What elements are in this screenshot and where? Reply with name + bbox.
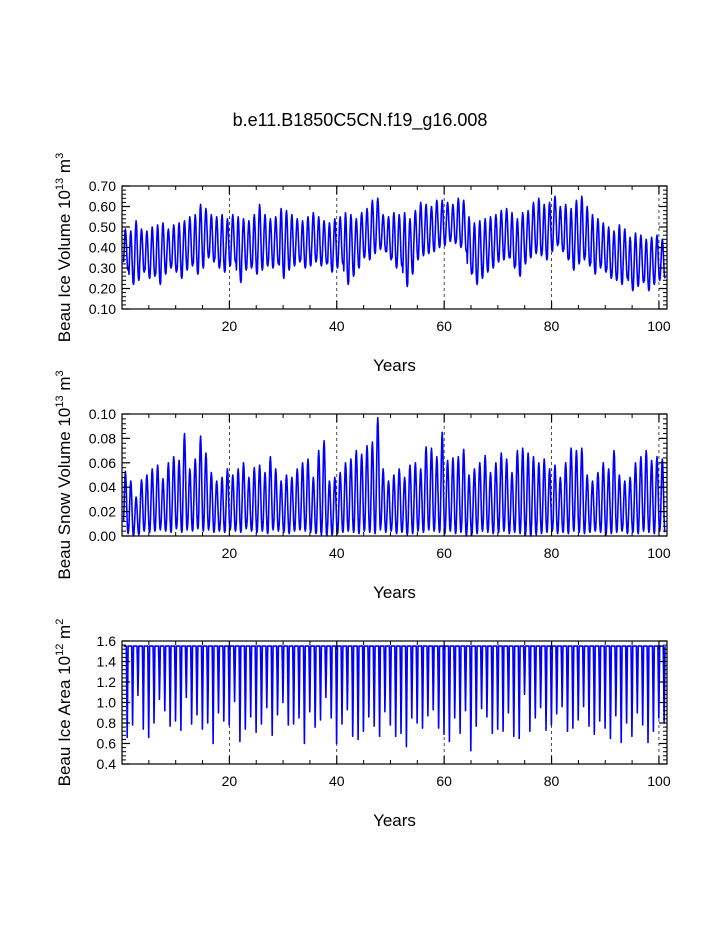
- ice-volume-y-axis-label: Beau Ice Volume 1013 m3: [54, 153, 74, 342]
- snow-volume-axis-ticks: [122, 413, 667, 537]
- x-tick-label: 100: [647, 545, 671, 561]
- panel-ice-area: 20 40 60 80 100 0.40.60.81.01.21.41.6 Years …: [54, 619, 671, 830]
- vertical-grid-lines: [229, 414, 660, 536]
- snow-volume-plot-frame: [121, 413, 668, 537]
- ice-area-y-axis-label: Beau Ice Area 1012 m2: [54, 619, 74, 787]
- y-tick-label: 0.4: [97, 756, 117, 772]
- ice-area-x-axis-label: Years: [373, 811, 416, 830]
- x-tick-label: 100: [647, 773, 671, 789]
- y-tick-label: 1.0: [97, 695, 117, 711]
- x-tick-label: 20: [222, 318, 238, 334]
- x-tick-label: 40: [329, 318, 345, 334]
- y-tick-label: 0.00: [89, 528, 116, 544]
- x-tick-label: 80: [544, 773, 560, 789]
- snow-volume-y-axis-label: Beau Snow Volume 1013 m3: [54, 370, 74, 579]
- snow-volume-x-tick-labels: 20 40 60 80 100: [222, 545, 671, 561]
- y-tick-label: 0.02: [89, 504, 116, 520]
- panel-snow-volume: 20 40 60 80 100 0.00 0.02 0.04 0.06 0.08 0.10 Yea…: [54, 370, 671, 602]
- ice-volume-x-tick-labels: 20 40 60 80 100: [222, 318, 671, 334]
- x-tick-label: 20: [222, 773, 238, 789]
- ice-area-series-line: [123, 645, 666, 752]
- x-tick-label: 100: [647, 318, 671, 334]
- x-tick-label: 60: [436, 545, 452, 561]
- y-tick-label: 0.40: [89, 240, 116, 256]
- y-tick-label: 0.08: [89, 430, 116, 446]
- y-tick-label: 1.2: [97, 674, 117, 690]
- y-tick-label: 1.4: [97, 654, 117, 670]
- y-tick-label: 0.04: [89, 479, 116, 495]
- figure-title: b.e11.B1850C5CN.f19_g16.008: [233, 110, 488, 131]
- y-tick-label: 0.30: [89, 260, 116, 276]
- ice-volume-axis-ticks: [122, 185, 667, 310]
- ice-area-y-tick-labels: 0.4 0.6 0.8 1.0 1.2 1.4 1.6: [97, 633, 117, 772]
- snow-volume-y-tick-labels: 0.00 0.02 0.04 0.06 0.08 0.10: [89, 406, 116, 544]
- x-tick-label: 20: [222, 545, 238, 561]
- x-tick-label: 60: [436, 773, 452, 789]
- vertical-grid-lines: [229, 186, 660, 309]
- x-tick-label: 40: [329, 773, 345, 789]
- x-tick-label: 60: [436, 318, 452, 334]
- x-tick-label: 80: [544, 318, 560, 334]
- ice-volume-y-tick-labels: 0.10 0.20 0.30 0.40 0.50 0.60 0.70: [89, 178, 116, 317]
- y-tick-label: 0.10: [89, 406, 116, 422]
- snow-volume-x-axis-label: Years: [373, 583, 416, 602]
- x-tick-label: 40: [329, 545, 345, 561]
- ice-area-axis-ticks: [122, 640, 667, 765]
- x-tick-label: 80: [544, 545, 560, 561]
- y-tick-label: 0.6: [97, 736, 117, 752]
- y-tick-label: 0.10: [89, 301, 116, 317]
- ice-volume-x-axis-label: Years: [373, 356, 416, 375]
- ice-area-x-tick-labels: 20 40 60 80 100: [222, 773, 671, 789]
- panel-ice-volume: 20 40 60 80 100 0.10 0.20 0.30 0.40 0.50 0.60 0.70…: [54, 153, 671, 375]
- y-tick-label: 0.20: [89, 281, 116, 297]
- y-tick-label: 0.60: [89, 199, 116, 215]
- y-tick-label: 0.06: [89, 455, 116, 471]
- y-tick-label: 0.50: [89, 219, 116, 235]
- y-tick-label: 0.70: [89, 178, 116, 194]
- y-tick-label: 1.6: [97, 633, 117, 649]
- snow-volume-series-line: [122, 416, 666, 537]
- ice-volume-series-line: [122, 195, 666, 292]
- y-tick-label: 0.8: [97, 715, 117, 731]
